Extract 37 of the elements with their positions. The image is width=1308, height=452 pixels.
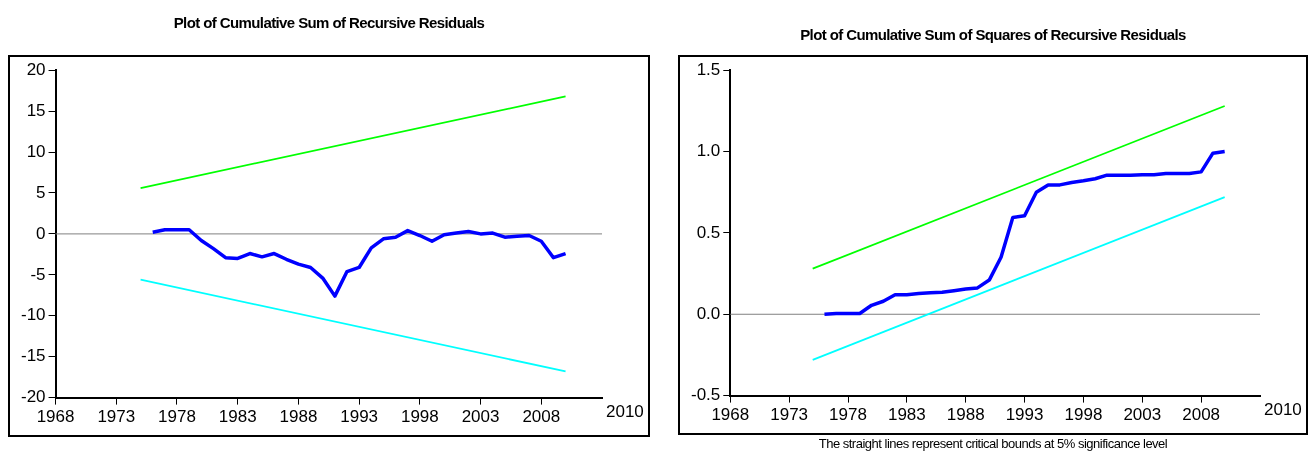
x-tick-label: 1988 — [946, 405, 985, 425]
text: The straight lines represent critical bounds at 5% significance level — [817, 436, 1169, 451]
x-tick-label: 1998 — [400, 407, 439, 427]
y-tick-label: 0 — [36, 223, 46, 243]
x-tick-label: 1973 — [770, 405, 809, 425]
x-tick-label: 1988 — [279, 407, 318, 427]
x-axis-title: 2010 — [1264, 399, 1302, 419]
x-tick-label: 1978 — [158, 407, 196, 427]
x-tick-label: 2003 — [461, 407, 500, 427]
x-tick-label: 1998 — [1064, 405, 1103, 425]
y-tick-label: -10 — [20, 305, 46, 325]
x-tick-label: 2003 — [1123, 405, 1162, 425]
y-tick-label: 15 — [26, 100, 46, 120]
y-tick-label: 0.5 — [696, 222, 721, 242]
x-tick-label: 1993 — [340, 407, 379, 427]
x-tick-label: 1983 — [218, 407, 257, 427]
x-tick-label: 2008 — [522, 407, 561, 427]
x-tick-label: 1978 — [829, 405, 867, 425]
y-tick-label: 5 — [36, 182, 46, 202]
x-tick-label: 1968 — [36, 407, 75, 427]
chart-title: Plot of Cumulative Sum of Squares of Recursive Residuals — [799, 26, 1187, 43]
y-tick-label: 0.0 — [696, 303, 721, 323]
x-tick-label: 1968 — [711, 405, 750, 425]
x-axis-title: 2010 — [606, 401, 644, 421]
x-tick-label: 1983 — [887, 405, 926, 425]
y-tick-label: 1.5 — [696, 59, 721, 79]
y-tick-label: 1.0 — [696, 141, 721, 161]
y-tick-label: 20 — [26, 59, 46, 79]
y-tick-label: -5 — [30, 264, 46, 284]
x-tick-label: 1973 — [97, 407, 136, 427]
x-tick-label: 2008 — [1182, 405, 1221, 425]
y-tick-label: -20 — [20, 387, 46, 407]
y-tick-label: -0.5 — [691, 385, 721, 405]
x-tick-label: 1993 — [1005, 405, 1044, 425]
chart-title: Plot of Cumulative Sum of Recursive Residuals — [172, 14, 486, 31]
y-tick-label: -15 — [20, 346, 46, 366]
y-tick-label: 10 — [26, 141, 46, 161]
